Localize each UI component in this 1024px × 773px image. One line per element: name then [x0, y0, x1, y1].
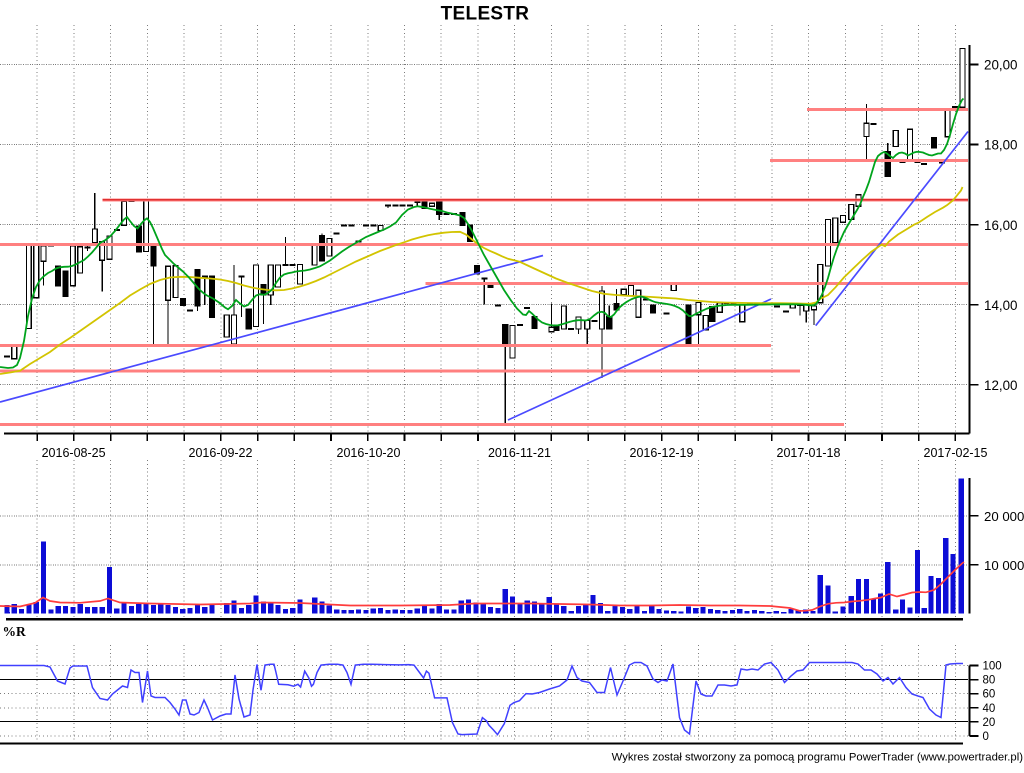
svg-text:18,00: 18,00: [984, 138, 1018, 153]
svg-text:10 000: 10 000: [984, 558, 1024, 573]
svg-text:2016-09-22: 2016-09-22: [189, 446, 253, 460]
svg-text:16,00: 16,00: [984, 218, 1018, 233]
svg-text:2017-02-15: 2017-02-15: [924, 446, 988, 460]
svg-text:2017-01-18: 2017-01-18: [777, 446, 841, 460]
svg-text:80: 80: [983, 675, 996, 687]
svg-text:%R: %R: [3, 624, 27, 639]
svg-text:60: 60: [983, 689, 996, 701]
svg-text:20,00: 20,00: [984, 58, 1018, 73]
svg-text:100: 100: [983, 661, 1002, 673]
svg-text:2016-08-25: 2016-08-25: [42, 446, 106, 460]
svg-text:2016-11-21: 2016-11-21: [488, 446, 551, 460]
svg-text:0: 0: [983, 731, 989, 743]
svg-text:2016-12-19: 2016-12-19: [630, 446, 694, 460]
svg-text:14,00: 14,00: [984, 298, 1018, 313]
svg-text:12,00: 12,00: [984, 378, 1018, 393]
svg-text:20: 20: [983, 717, 996, 729]
svg-text:40: 40: [983, 703, 996, 715]
svg-text:TELESTR: TELESTR: [441, 4, 530, 25]
svg-text:2016-10-20: 2016-10-20: [337, 446, 401, 460]
svg-text:20 000: 20 000: [984, 509, 1024, 524]
svg-text:Wykres został stworzony za pom: Wykres został stworzony za pomocą progra…: [612, 752, 1024, 764]
